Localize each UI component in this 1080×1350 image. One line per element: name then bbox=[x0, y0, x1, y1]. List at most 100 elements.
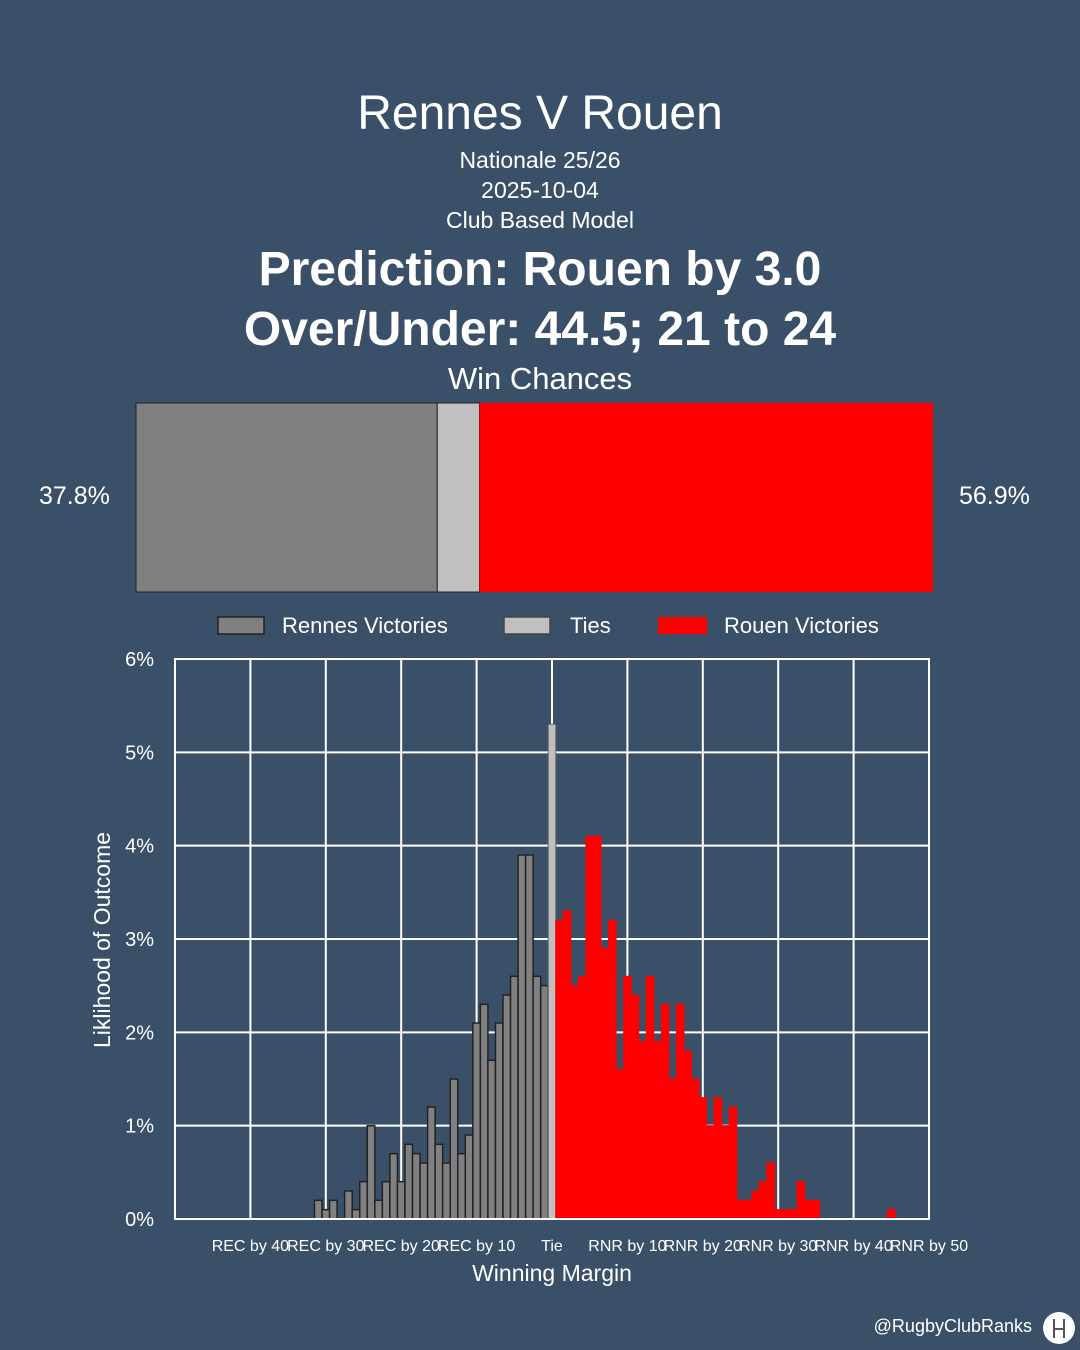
bar-home bbox=[381, 1180, 391, 1220]
x-axis-label: Winning Margin bbox=[472, 1260, 632, 1286]
legend-label-home: Rennes Victories bbox=[282, 613, 448, 638]
bar-tie bbox=[547, 723, 557, 1220]
bar-away bbox=[698, 1097, 708, 1220]
bar-away bbox=[789, 1209, 798, 1220]
bar-away bbox=[887, 1209, 896, 1220]
bar-away bbox=[638, 1041, 647, 1220]
win-bar-tie bbox=[436, 402, 481, 593]
bar-home bbox=[404, 1143, 414, 1220]
bar-away bbox=[721, 1125, 730, 1220]
bar-away bbox=[623, 975, 632, 1220]
bar-away bbox=[645, 975, 655, 1220]
y-tick-label: 6% bbox=[125, 649, 154, 671]
x-tick-label: REC by 40 bbox=[212, 1238, 289, 1255]
win-chances-title: Win Chances bbox=[447, 361, 633, 396]
bar-home bbox=[449, 1078, 459, 1220]
footer-handle: @RugbyClubRanks bbox=[873, 1316, 1032, 1336]
bar-home bbox=[472, 1022, 482, 1220]
bar-away bbox=[781, 1209, 791, 1220]
bar-away bbox=[570, 985, 579, 1220]
x-tick-label: Tie bbox=[541, 1238, 563, 1255]
bar-home bbox=[321, 1208, 331, 1220]
x-tick-label: RNR by 50 bbox=[890, 1238, 968, 1255]
bar-home bbox=[426, 1106, 436, 1220]
bar-home bbox=[524, 854, 534, 1220]
y-axis-label: Liklihood of Outcome bbox=[89, 832, 115, 1048]
bar-away bbox=[630, 994, 640, 1220]
bar-away bbox=[608, 919, 617, 1220]
y-tick-labels: 0% 1% 2% 3% 4% 5% 6% bbox=[125, 649, 154, 1231]
competition-label: Nationale 25/26 bbox=[459, 147, 621, 173]
bar-away bbox=[736, 1199, 745, 1220]
bar-home bbox=[539, 984, 549, 1220]
bar-home bbox=[351, 1208, 361, 1220]
bar-home bbox=[343, 1190, 353, 1220]
bar-away bbox=[690, 1078, 700, 1220]
bar-home bbox=[396, 1180, 406, 1220]
bar-away bbox=[766, 1162, 775, 1220]
bar-home bbox=[487, 1059, 497, 1220]
plot-frame bbox=[174, 658, 930, 1220]
bar-away bbox=[660, 1003, 670, 1220]
bar-away bbox=[675, 1003, 685, 1220]
bar-away bbox=[804, 1199, 813, 1220]
bar-away bbox=[668, 1078, 677, 1220]
prediction-headline: Prediction: Rouen by 3.0 bbox=[258, 243, 822, 296]
bar-away bbox=[600, 947, 610, 1220]
y-tick-label: 4% bbox=[125, 836, 154, 858]
bar-away bbox=[577, 975, 587, 1220]
page-title: Rennes V Rouen bbox=[357, 87, 723, 140]
y-tick-label: 3% bbox=[125, 929, 154, 951]
bar-home bbox=[532, 975, 542, 1220]
match-date: 2025-10-04 bbox=[481, 177, 599, 203]
bar-away bbox=[653, 1041, 662, 1220]
bar-home bbox=[441, 1162, 451, 1220]
win-bar-away bbox=[479, 403, 933, 592]
legend-swatch-tie bbox=[503, 616, 551, 635]
bar-home bbox=[464, 1134, 474, 1220]
away-win-percent: 56.9% bbox=[959, 482, 1030, 510]
legend: Rennes Victories Ties Rouen Victories bbox=[217, 613, 879, 638]
bar-away bbox=[796, 1181, 806, 1220]
bar-away bbox=[585, 835, 594, 1220]
bar-home bbox=[494, 1022, 504, 1220]
legend-label-tie: Ties bbox=[570, 613, 611, 638]
bar-home bbox=[358, 1180, 369, 1220]
home-win-percent: 37.8% bbox=[39, 482, 110, 510]
bar-home bbox=[509, 975, 519, 1220]
x-tick-label: RNR by 20 bbox=[664, 1238, 742, 1255]
model-label: Club Based Model bbox=[446, 207, 634, 233]
bar-away bbox=[751, 1190, 760, 1220]
bar-away bbox=[811, 1199, 821, 1220]
bar-away bbox=[706, 1125, 715, 1220]
bar-home bbox=[517, 854, 527, 1220]
bar-away bbox=[743, 1199, 753, 1220]
bar-home bbox=[411, 1152, 421, 1220]
rugby-posts-icon bbox=[1043, 1312, 1075, 1344]
bar-home bbox=[389, 1152, 399, 1220]
bar-away bbox=[713, 1097, 723, 1220]
x-tick-label: RNR by 30 bbox=[739, 1238, 817, 1255]
bar-home bbox=[366, 1124, 376, 1220]
legend-label-away: Rouen Victories bbox=[724, 613, 879, 638]
bar-away bbox=[562, 910, 572, 1220]
bar-away bbox=[592, 835, 602, 1220]
bar-away bbox=[555, 919, 564, 1220]
bar-home bbox=[502, 994, 512, 1220]
bar-home bbox=[419, 1162, 429, 1220]
bar-home bbox=[457, 1152, 467, 1220]
y-tick-label: 1% bbox=[125, 1116, 154, 1138]
bar-home bbox=[434, 1143, 444, 1220]
bar-away bbox=[758, 1181, 768, 1220]
y-tick-label: 2% bbox=[125, 1022, 154, 1044]
x-tick-label: REC by 30 bbox=[287, 1238, 364, 1255]
over-under-headline: Over/Under: 44.5; 21 to 24 bbox=[243, 303, 837, 356]
legend-swatch-away bbox=[658, 617, 707, 634]
win-bar-home bbox=[135, 402, 438, 593]
y-tick-label: 5% bbox=[125, 742, 154, 764]
bar-home bbox=[328, 1199, 338, 1220]
bar-away bbox=[615, 1069, 625, 1220]
